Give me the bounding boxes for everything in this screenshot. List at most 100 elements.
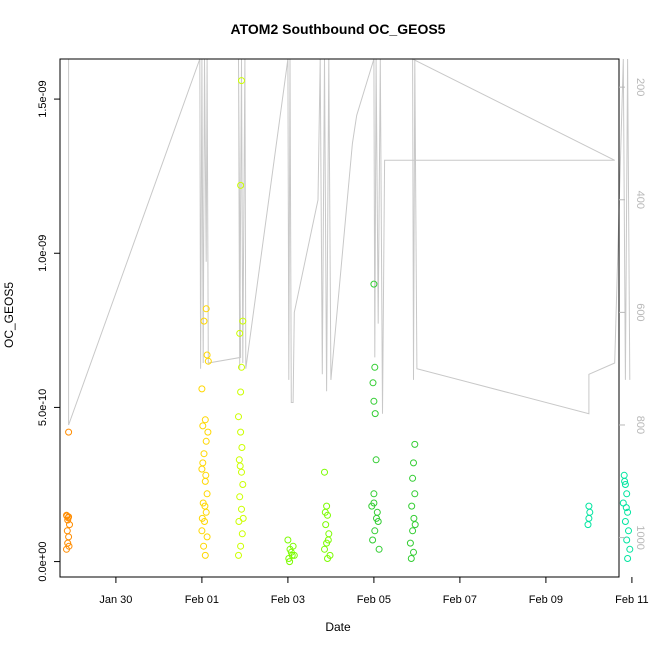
data-point-series-4 <box>370 490 378 498</box>
data-point-series-2 <box>239 317 247 325</box>
data-point-series-4 <box>371 410 379 418</box>
data-point-series-3 <box>324 555 331 562</box>
data-point-series-2 <box>238 363 245 371</box>
data-point-series-2 <box>238 444 246 451</box>
data-point-series-5 <box>621 477 629 485</box>
y2-tick-label: 400 <box>634 191 646 209</box>
data-point-series-0 <box>63 512 71 520</box>
data-point-series-1 <box>202 437 210 445</box>
data-point-series-2 <box>238 530 246 538</box>
data-point-series-5 <box>625 527 632 535</box>
data-point-series-3 <box>324 536 332 544</box>
data-point-series-3 <box>289 542 297 550</box>
data-point-series-2 <box>239 514 247 522</box>
data-point-series-1 <box>199 422 207 430</box>
data-point-series-4 <box>411 490 419 498</box>
x-tick-label: Feb 11 <box>615 594 648 606</box>
data-point-series-1 <box>200 317 208 325</box>
y-tick-label: 1.0e-09 <box>37 235 49 272</box>
data-point-series-2 <box>237 542 245 550</box>
data-point-series-1 <box>200 542 208 550</box>
data-point-series-4 <box>410 548 417 556</box>
x-tick-label: Feb 07 <box>443 594 477 606</box>
data-point-series-5 <box>624 555 632 562</box>
data-point-series-2 <box>235 551 242 559</box>
data-point-series-1 <box>204 428 212 436</box>
data-point-series-2 <box>238 505 245 513</box>
data-point-series-4 <box>409 527 417 535</box>
data-point-series-2 <box>236 493 244 501</box>
y-axis-label: OC_GEOS5 <box>2 282 16 348</box>
x-tick-label: Jan 30 <box>99 594 132 606</box>
data-point-series-5 <box>623 536 631 544</box>
data-point-series-1 <box>203 490 211 498</box>
data-point-series-1 <box>202 305 210 313</box>
data-point-series-5 <box>584 521 592 529</box>
data-point-series-5 <box>623 490 631 498</box>
data-point-series-4 <box>408 502 416 510</box>
data-point-series-4 <box>373 514 380 522</box>
data-point-series-4 <box>409 474 417 482</box>
data-point-series-3 <box>321 508 329 516</box>
axes-layer: Jan 30 Feb 01 Feb 03 Feb 05 Feb 07 Feb 09 Feb … <box>37 58 649 606</box>
data-point-series-2 <box>237 388 245 396</box>
x-tick-label: Feb 09 <box>529 594 563 606</box>
data-point-series-5 <box>621 481 629 488</box>
data-point-series-3 <box>290 551 298 559</box>
y-tick-label: 0.0e+00 <box>37 542 49 582</box>
data-point-series-2 <box>235 413 242 421</box>
data-point-series-1 <box>204 357 212 365</box>
data-point-series-4 <box>369 379 377 387</box>
data-point-series-3 <box>285 555 293 562</box>
data-point-series-4 <box>411 440 419 448</box>
y2-tick-label: 600 <box>634 303 646 321</box>
data-point-series-0 <box>64 514 72 522</box>
data-points-layer <box>63 77 634 566</box>
plot-frame <box>59 58 620 578</box>
data-point-series-4 <box>371 363 379 371</box>
data-point-series-3 <box>321 468 328 476</box>
pressure-trace-line <box>68 58 631 426</box>
data-point-series-1 <box>198 514 206 522</box>
y-tick-label: 1.5e-09 <box>37 80 49 117</box>
data-point-series-2 <box>237 428 245 436</box>
data-point-series-2 <box>236 462 244 470</box>
data-point-series-1 <box>201 502 209 510</box>
data-point-series-4 <box>370 499 378 507</box>
data-point-series-4 <box>375 545 383 553</box>
data-point-series-1 <box>199 459 207 467</box>
y2-tick-label: 800 <box>634 416 646 434</box>
data-point-series-5 <box>626 545 634 553</box>
data-point-series-1 <box>201 416 209 424</box>
data-point-series-5 <box>621 518 629 525</box>
data-point-series-1 <box>203 533 211 541</box>
data-point-series-5 <box>622 504 630 512</box>
data-point-series-1 <box>198 527 206 535</box>
x-tick-label: Feb 05 <box>357 594 391 606</box>
y2-tick-label: 200 <box>634 78 646 96</box>
data-point-series-4 <box>369 536 377 544</box>
data-point-series-4 <box>410 459 417 467</box>
data-point-series-0 <box>65 428 73 436</box>
y2-tick-label: 1000 <box>634 525 646 549</box>
data-point-series-1 <box>198 385 206 393</box>
data-point-series-3 <box>321 545 328 553</box>
data-point-series-1 <box>200 450 208 458</box>
data-point-series-2 <box>239 481 247 488</box>
pressure-trace-layer <box>68 58 631 426</box>
data-point-series-1 <box>202 471 210 479</box>
x-tick-label: Feb 03 <box>271 594 305 606</box>
data-point-series-4 <box>406 539 414 547</box>
data-point-series-5 <box>624 508 632 516</box>
data-point-series-4 <box>370 280 378 288</box>
data-point-series-4 <box>370 397 378 405</box>
data-point-series-3 <box>322 521 330 529</box>
data-point-series-3 <box>284 536 292 544</box>
x-axis-label: Date <box>325 620 351 634</box>
data-point-series-4 <box>372 456 380 464</box>
data-point-series-2 <box>237 181 245 189</box>
y-tick-label: 5.0e-10 <box>37 389 49 426</box>
data-point-series-4 <box>411 521 419 529</box>
chart-title: ATOM2 Southbound OC_GEOS5 <box>231 21 446 37</box>
